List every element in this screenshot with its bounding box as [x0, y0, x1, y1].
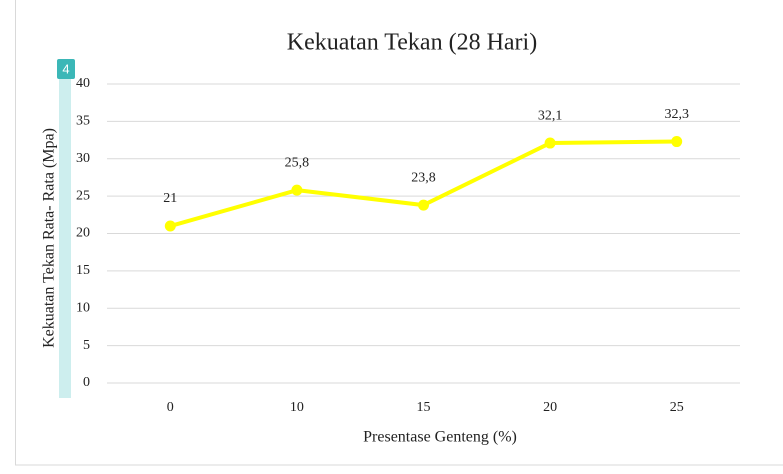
x-tick-label: 20	[543, 400, 557, 415]
y-axis-label: Kekuatan Tekan Rata- Rata (Mpa)	[41, 128, 58, 348]
data-label: 21	[163, 191, 177, 206]
y-tick-label: 10	[76, 300, 90, 315]
y-tick-label: 35	[76, 114, 90, 129]
data-point	[671, 136, 683, 148]
y-tick-label: 30	[76, 151, 90, 166]
y-tick-label: 0	[83, 375, 90, 390]
data-label: 25,8	[285, 155, 310, 170]
y-tick-label: 40	[76, 76, 90, 91]
chart-frame	[15, 0, 783, 466]
tick-highlight	[59, 72, 71, 398]
data-label: 32,3	[664, 107, 689, 122]
badge	[57, 59, 75, 79]
data-point	[164, 220, 176, 232]
data-point	[418, 199, 429, 211]
y-tick-label: 20	[76, 226, 90, 241]
badge-text: 4	[62, 61, 69, 76]
y-tick-label: 5	[83, 338, 90, 353]
x-tick-label: 15	[417, 400, 431, 415]
data-point	[544, 137, 556, 149]
data-point	[291, 184, 303, 196]
y-tick-label: 15	[76, 263, 90, 278]
x-tick-label: 10	[290, 400, 304, 415]
chart-title: Kekuatan Tekan (28 Hari)	[287, 30, 537, 56]
data-label: 32,1	[538, 108, 563, 123]
x-tick-label: 0	[167, 400, 174, 415]
data-label: 23,8	[411, 170, 436, 185]
y-tick-label: 25	[76, 188, 90, 203]
x-tick-label: 25	[670, 400, 684, 415]
x-axis-label: Presentase Genteng (%)	[363, 429, 517, 446]
